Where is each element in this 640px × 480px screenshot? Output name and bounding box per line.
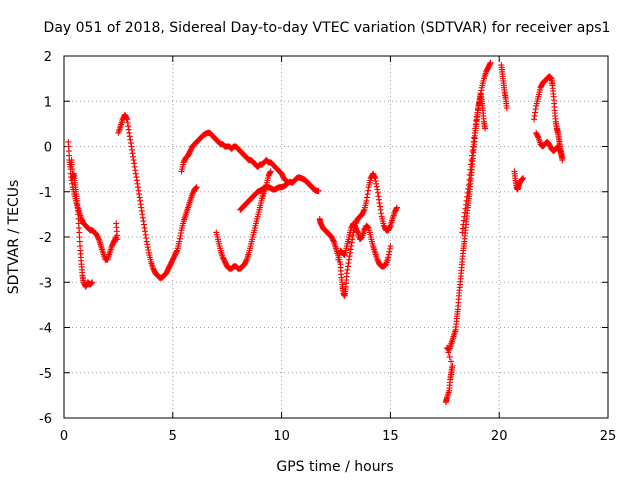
y-axis-label: SDTVAR / TECUs [6,180,22,295]
y-tick-label: -4 [39,322,52,337]
x-tick-label: 20 [491,429,508,444]
y-tick-label: 0 [44,141,52,156]
data-point [487,59,494,66]
x-axis: 0 5 10 15 20 25 [60,56,616,444]
y-tick-label: -3 [39,276,52,291]
y-tick-label: -2 [39,231,52,246]
data-point [467,166,474,173]
data-point [448,358,455,365]
y-tick-label: -1 [39,186,52,201]
series-seg-m [511,168,527,193]
grid [64,56,608,418]
x-tick-label: 5 [169,429,177,444]
series-seg-g [237,174,322,213]
series-seg-i [335,220,394,270]
data-point [520,175,527,182]
data-point [466,176,473,183]
series-seg-d [115,111,200,281]
chart-title: Day 051 of 2018, Sidereal Day-to-day VTE… [44,20,611,36]
data-point [267,168,274,175]
y-tick-label: 2 [44,50,52,65]
series-seg-c [113,220,121,243]
data-point [465,181,472,188]
data-point [449,362,456,369]
y-tick-label: -6 [39,412,52,427]
data-point [393,204,400,211]
series-seg-k [459,59,494,236]
x-tick-label: 0 [60,429,68,444]
data-point [482,125,489,132]
data-point [114,236,121,243]
data-point [315,187,322,194]
series-seg-h [316,170,400,299]
series-seg-n [531,73,566,164]
data-point [89,279,96,286]
data-point [503,105,510,112]
series-seg-b [67,170,120,263]
x-tick-label: 10 [273,429,290,444]
data-marks [65,59,566,406]
series-seg-o [533,129,566,161]
x-axis-label: GPS time / hours [276,459,393,475]
data-point [387,243,394,250]
data-point [193,184,200,191]
series-seg-e [178,129,289,184]
x-tick-label: 15 [382,429,399,444]
y-axis: -6 -5 -4 -3 -2 -1 0 1 2 [39,50,608,427]
x-tick-label: 25 [600,429,617,444]
y-tick-label: -5 [39,367,52,382]
data-point [559,154,566,161]
data-point [466,171,473,178]
data-point [446,353,453,360]
series-seg-j [442,91,489,406]
series-seg-l [498,62,510,112]
y-tick-label: 1 [44,95,52,110]
series-seg-f [213,168,274,272]
